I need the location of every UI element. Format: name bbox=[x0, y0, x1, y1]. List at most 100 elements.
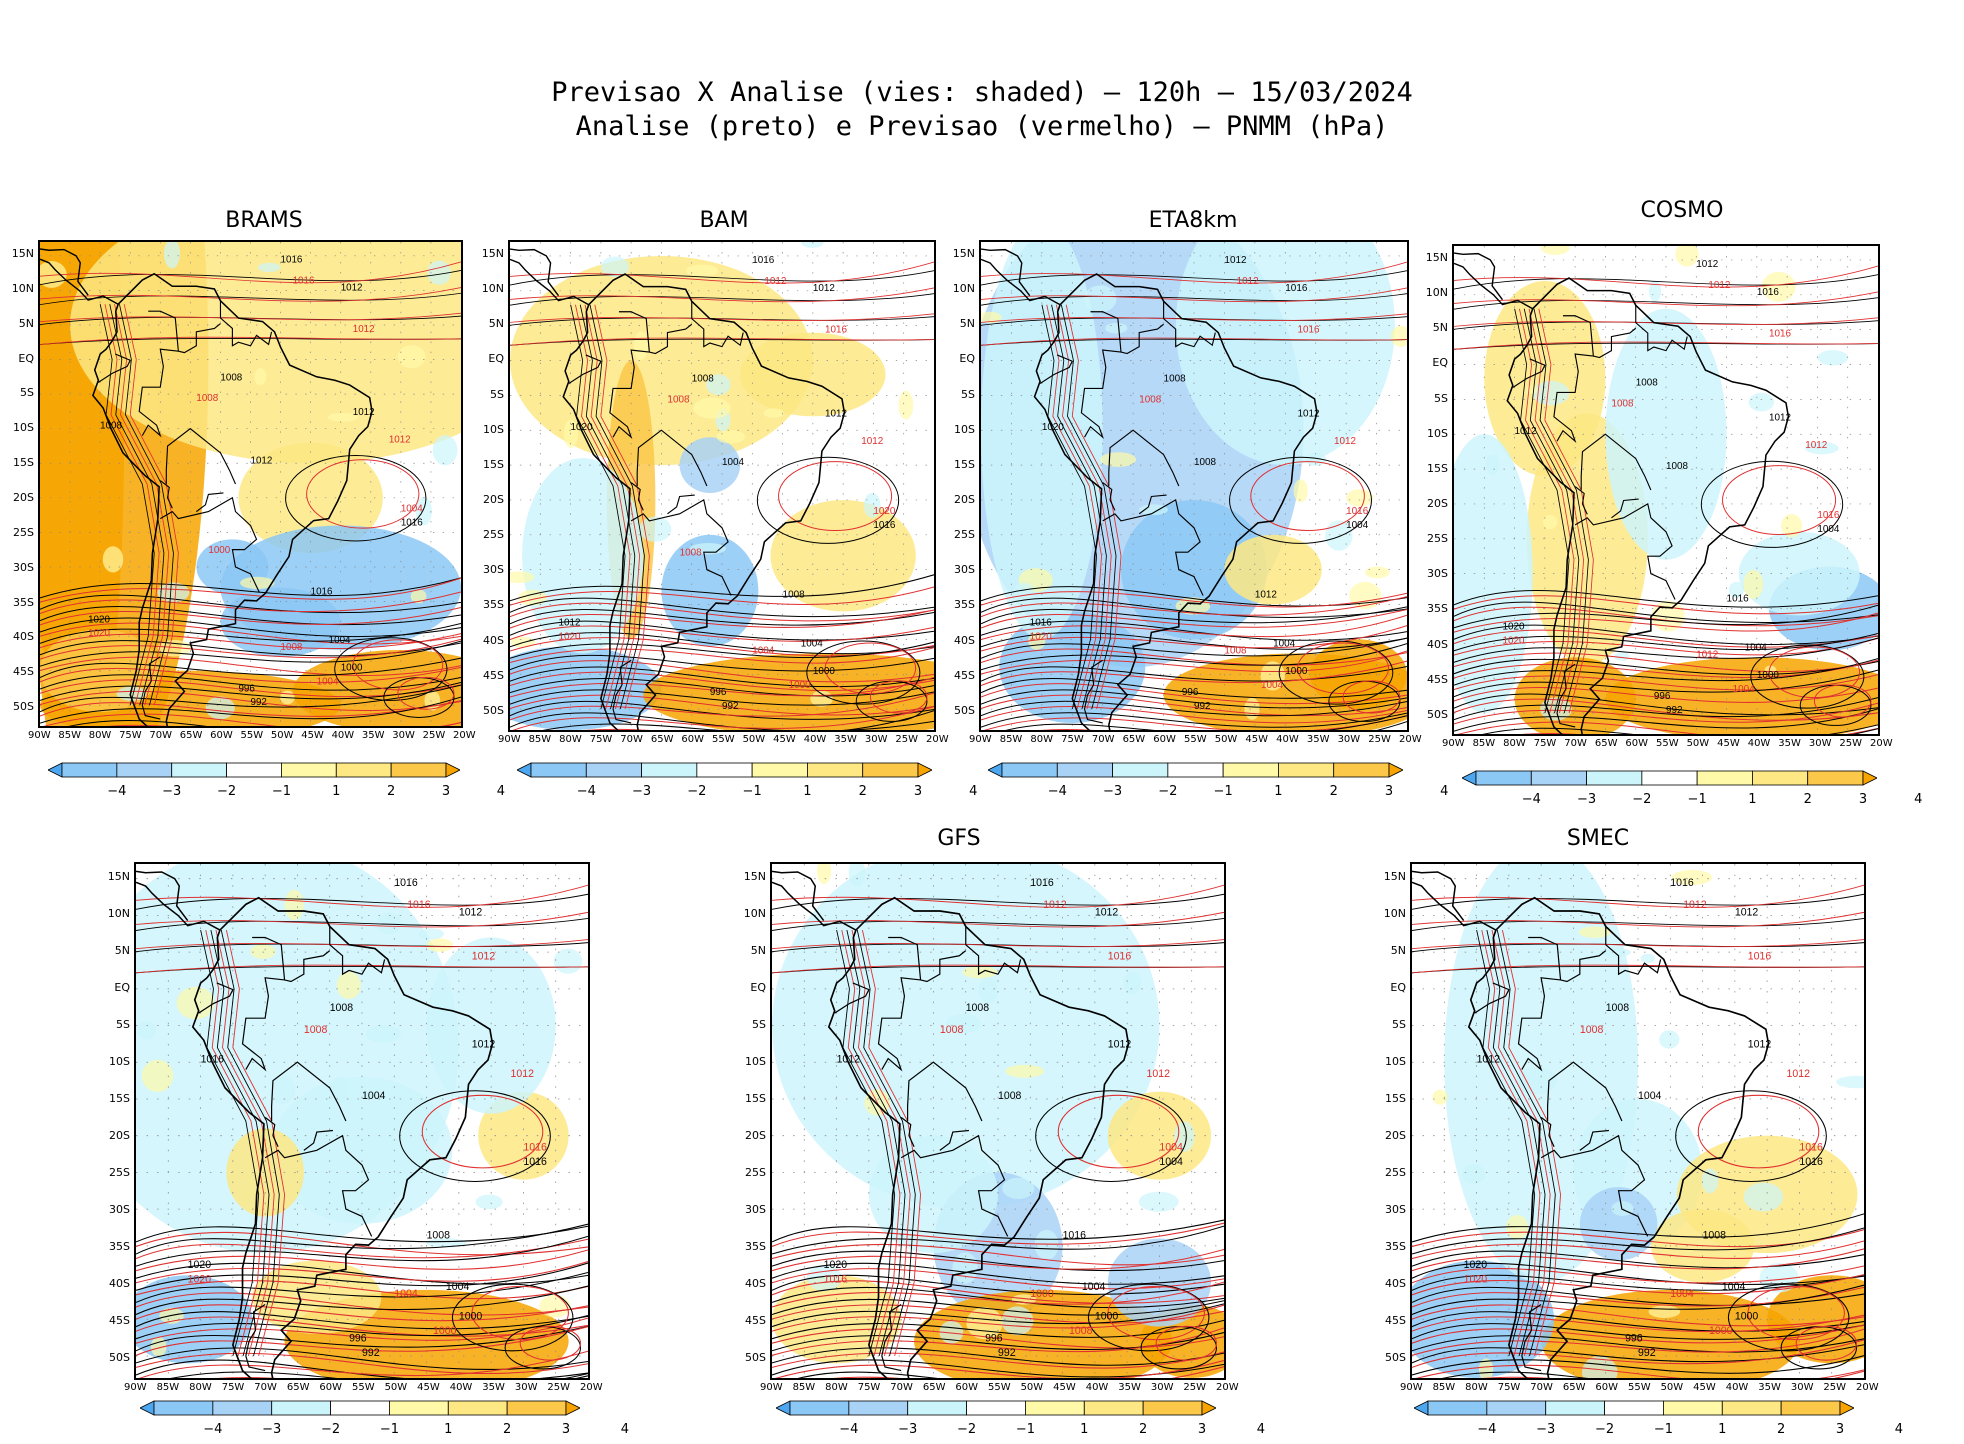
lat-tick-label: 45S bbox=[8, 665, 34, 678]
isobar-label-analysis: 1000 bbox=[459, 1310, 483, 1322]
colorbar-label: −1 bbox=[1688, 792, 1707, 807]
lon-tick-label: 85W bbox=[1433, 1382, 1456, 1393]
lon-tick-label: 70W bbox=[254, 1382, 277, 1393]
bias-shading-patch bbox=[1139, 1192, 1179, 1212]
isobar-label-analysis: 1000 bbox=[1735, 1310, 1759, 1322]
isobar-label-analysis: 1020 bbox=[1042, 422, 1065, 433]
lat-tick-label: 10N bbox=[949, 282, 975, 295]
colorbar-swatch bbox=[1113, 763, 1168, 777]
isobar-label-forecast: 1000 bbox=[789, 680, 811, 691]
lat-tick-label: 10N bbox=[1422, 286, 1448, 299]
isobar-label-analysis: 1012 bbox=[558, 617, 580, 628]
lon-tick-label: 55W bbox=[352, 1382, 375, 1393]
isobar-label-forecast: 1020 bbox=[1464, 1274, 1488, 1286]
title-line-2: Analise (preto) e Previsao (vermelho) – … bbox=[0, 110, 1964, 144]
colorbar-label: −3 bbox=[1536, 1422, 1555, 1437]
coastline bbox=[1412, 871, 1464, 920]
lat-tick-label: 10S bbox=[104, 1055, 130, 1068]
map-canvas: 1016101210081012101610041008102010161004… bbox=[136, 864, 588, 1378]
lon-tick-label: 40W bbox=[450, 1382, 473, 1393]
isobar-label-forecast: 1000 bbox=[208, 545, 230, 556]
lat-tick-label: 15S bbox=[478, 458, 504, 471]
lon-tick-label: 80W bbox=[1503, 738, 1526, 749]
lon-tick-label: 25W bbox=[547, 1382, 570, 1393]
bias-shading-patch bbox=[1486, 454, 1500, 475]
colorbar-swatch bbox=[281, 763, 336, 777]
isobar-label-analysis: 1004 bbox=[801, 638, 823, 649]
lon-tick-label: 90W bbox=[1400, 1382, 1423, 1393]
lon-tick-label: 40W bbox=[1276, 734, 1299, 745]
bias-shading-patch bbox=[1365, 566, 1390, 578]
isobar-label-analysis: 1008 bbox=[1606, 1002, 1630, 1014]
lon-tick-label: 80W bbox=[825, 1382, 848, 1393]
lat-tick-label: 30S bbox=[8, 561, 34, 574]
bias-shading-patch bbox=[763, 408, 783, 418]
bias-shading-patch bbox=[476, 1195, 503, 1210]
colorbar-swatch bbox=[967, 1401, 1026, 1415]
lon-tick-label: 35W bbox=[834, 734, 857, 745]
isobar-label-analysis: 1016 bbox=[201, 1053, 225, 1065]
colorbar-swatch bbox=[507, 1401, 566, 1415]
map-canvas: 1016101210081012100410081016102010121004… bbox=[772, 864, 1224, 1378]
colorbar-label: 3 bbox=[1385, 784, 1393, 799]
colorbar-label: −3 bbox=[632, 784, 651, 799]
lat-tick-label: 20S bbox=[949, 493, 975, 506]
colorbar-swatch bbox=[1808, 771, 1863, 785]
lon-tick-label: 40W bbox=[804, 734, 827, 745]
bias-shading-patch bbox=[1640, 954, 1654, 963]
lon-tick-label: 60W bbox=[1625, 738, 1648, 749]
lon-tick-label: 20W bbox=[1216, 1382, 1239, 1393]
lon-tick-label: 55W bbox=[1184, 734, 1207, 745]
lon-tick-label: 35W bbox=[1118, 1382, 1141, 1393]
isobar-label-forecast: 1012 bbox=[1683, 899, 1707, 911]
lat-tick-label: 45S bbox=[740, 1314, 766, 1327]
panel-title: GFS bbox=[859, 826, 1059, 851]
lat-tick-label: 15N bbox=[8, 247, 34, 260]
bias-shading-patch bbox=[634, 331, 648, 360]
isobar-label-forecast: 1004 bbox=[1670, 1288, 1694, 1300]
lon-tick-label: 35W bbox=[362, 730, 385, 741]
lat-tick-label: 10S bbox=[8, 421, 34, 434]
lat-tick-label: 40S bbox=[1380, 1277, 1406, 1290]
lon-tick-label: 70W bbox=[620, 734, 643, 745]
lat-tick-label: 40S bbox=[478, 634, 504, 647]
isobar-label-forecast: 1008 bbox=[1611, 398, 1633, 409]
lon-tick-label: 30W bbox=[392, 730, 415, 741]
isobar-label-analysis: 1012 bbox=[1515, 426, 1537, 437]
lon-tick-label: 60W bbox=[1595, 1382, 1618, 1393]
colorbar-swatch bbox=[1223, 763, 1278, 777]
isobar-label-forecast: 1016 bbox=[1799, 1141, 1823, 1153]
isobar-label-analysis: 1004 bbox=[722, 457, 744, 468]
isobar-label-analysis: 1004 bbox=[362, 1090, 386, 1102]
colorbar-label: −4 bbox=[1477, 1422, 1496, 1437]
isobar-label-analysis: 1004 bbox=[1346, 520, 1369, 531]
lat-tick-label: 15N bbox=[104, 870, 130, 883]
lon-tick-label: 55W bbox=[988, 1382, 1011, 1393]
lat-tick-label: 35S bbox=[1380, 1240, 1406, 1253]
lat-tick-label: 30S bbox=[1422, 567, 1448, 580]
colorbar-label: −2 bbox=[957, 1422, 976, 1437]
isobar-label-analysis: 1016 bbox=[752, 255, 774, 266]
lon-tick-label: 50W bbox=[1021, 1382, 1044, 1393]
isobar-label-analysis: 1008 bbox=[427, 1229, 451, 1241]
lat-tick-label: 45S bbox=[949, 669, 975, 682]
coastline bbox=[1454, 253, 1502, 300]
lon-tick-label: 50W bbox=[1215, 734, 1238, 745]
isobar-label-forecast: 1008 bbox=[1580, 1024, 1604, 1036]
isobar-label-forecast: 1012 bbox=[511, 1068, 535, 1080]
colorbar-label: 4 bbox=[621, 1422, 629, 1437]
lon-tick-label: 90W bbox=[124, 1382, 147, 1393]
bias-shading-patch bbox=[1002, 1178, 1034, 1199]
lon-tick-label: 60W bbox=[210, 730, 233, 741]
bias-shading-patch bbox=[1516, 1067, 1557, 1094]
lon-tick-label: 25W bbox=[423, 730, 446, 741]
bias-shading-patch bbox=[1035, 1230, 1059, 1260]
colorbar-swatch bbox=[790, 1401, 849, 1415]
map-canvas: 1012101610081012100410081016102010121004… bbox=[1454, 246, 1878, 734]
isobar-label-forecast: 1008 bbox=[1224, 645, 1247, 656]
isobar-label-analysis: 992 bbox=[998, 1347, 1016, 1359]
